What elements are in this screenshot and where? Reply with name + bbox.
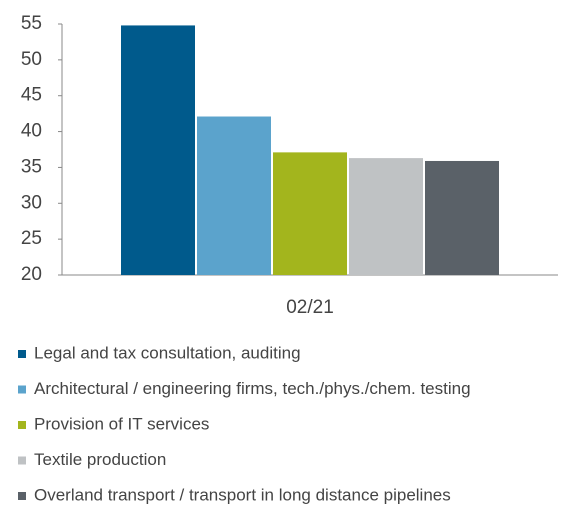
y-tick-label: 20: [21, 264, 42, 285]
y-tick-label: 50: [21, 49, 42, 70]
y-tick-label: 55: [21, 13, 42, 34]
legend-marker: [18, 456, 26, 465]
legend-marker: [18, 350, 26, 358]
x-tick-label: 02/21: [286, 297, 334, 318]
y-tick-label: 30: [21, 192, 42, 213]
bar: [349, 158, 423, 275]
legend-label: Architectural / engineering firms, tech.…: [34, 379, 471, 398]
y-tick-label: 25: [21, 228, 42, 249]
y-tick-label: 40: [21, 121, 42, 142]
bar: [197, 116, 271, 275]
bar: [425, 160, 499, 275]
legend-label: Legal and tax consultation, auditing: [34, 343, 301, 362]
legend-label: Overland transport / transport in long d…: [34, 485, 451, 504]
y-tick-label: 45: [21, 85, 42, 106]
bar: [121, 25, 195, 276]
legend-marker: [18, 421, 26, 429]
legend-marker: [18, 492, 26, 500]
legend-label: Provision of IT services: [34, 414, 209, 433]
bar: [273, 152, 347, 275]
legend-marker: [18, 385, 26, 394]
y-tick-label: 35: [21, 156, 42, 177]
legend-label: Textile production: [34, 450, 166, 469]
